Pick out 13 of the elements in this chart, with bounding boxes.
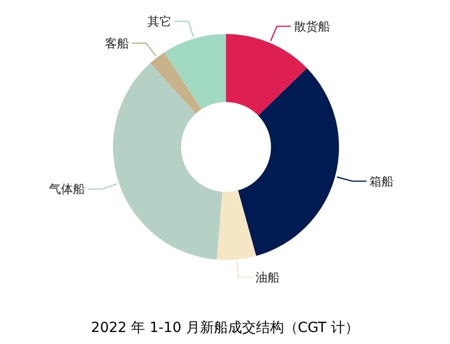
slice-label: 气体船 [48,182,85,196]
donut-slice [164,34,226,110]
slice-label: 其它 [148,14,172,29]
slice-label: 箱船 [369,174,394,188]
donut-slice [113,63,222,260]
donut-slice [238,68,339,256]
donut-slice [226,34,307,116]
slice-label: 散货船 [294,19,330,34]
donut-slice [150,52,202,114]
text: 2022 年 1-10 月新船成交结构（CGT 计） [91,320,359,336]
slice-label: 客船 [105,36,130,50]
donut-slice [216,190,256,260]
slice-label: 油船 [255,270,280,285]
